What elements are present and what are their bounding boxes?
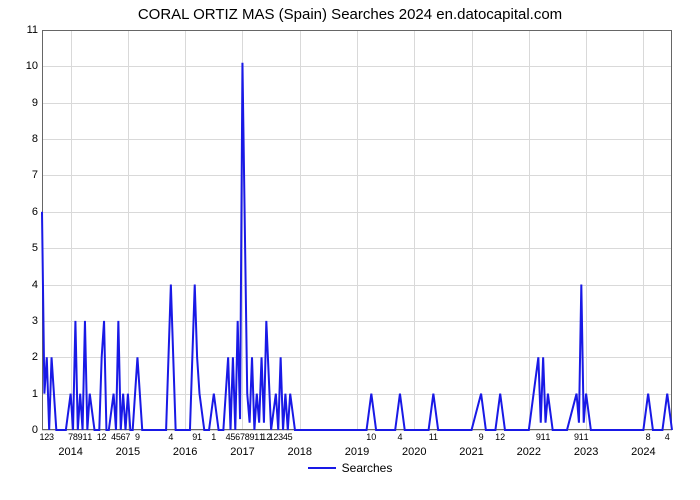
x-minor-label: 1 (211, 432, 216, 442)
x-year-label: 2023 (574, 446, 598, 458)
x-year-label: 2022 (517, 446, 541, 458)
y-tick-label: 10 (16, 60, 38, 72)
x-year-label: 2018 (287, 446, 311, 458)
x-minor-label: 9 (135, 432, 140, 442)
x-minor-label: 1 (87, 432, 92, 442)
x-minor-label: 1 (584, 432, 589, 442)
x-minor-label: 4 (397, 432, 402, 442)
y-tick-label: 2 (16, 351, 38, 363)
x-minor-label: 4 (168, 432, 173, 442)
x-minor-label: 2 (102, 432, 107, 442)
x-minor-label: 11 (429, 432, 438, 442)
x-year-label: 2017 (230, 446, 254, 458)
y-tick-label: 3 (16, 315, 38, 327)
x-minor-label: 10 (366, 432, 376, 442)
y-tick-label: 9 (16, 97, 38, 109)
y-tick-label: 11 (16, 24, 38, 36)
x-year-label: 2015 (116, 446, 140, 458)
x-minor-label: 12 (495, 432, 505, 442)
x-year-label: 2014 (58, 446, 82, 458)
chart-container: CORAL ORTIZ MAS (Spain) Searches 2024 en… (0, 0, 700, 500)
x-minor-label: 1 (545, 432, 550, 442)
legend-label: Searches (342, 461, 393, 475)
y-tick-label: 1 (16, 388, 38, 400)
x-year-label: 2016 (173, 446, 197, 458)
x-minor-label: 9 (479, 432, 484, 442)
y-tick-label: 6 (16, 206, 38, 218)
y-tick-label: 8 (16, 133, 38, 145)
chart-title: CORAL ORTIZ MAS (Spain) Searches 2024 en… (0, 6, 700, 23)
legend-swatch (308, 467, 336, 469)
legend: Searches (0, 460, 700, 475)
y-tick-label: 0 (16, 424, 38, 436)
y-tick-label: 5 (16, 242, 38, 254)
x-year-label: 2020 (402, 446, 426, 458)
x-minor-label: 1 (197, 432, 202, 442)
x-year-label: 2021 (459, 446, 483, 458)
y-tick-label: 7 (16, 169, 38, 181)
x-year-label: 2019 (345, 446, 369, 458)
x-year-label: 2024 (631, 446, 655, 458)
x-minor-label: 8 (646, 432, 651, 442)
plot-area (42, 30, 672, 430)
series-line-layer (42, 30, 672, 430)
x-minor-label: 3 (49, 432, 54, 442)
x-minor-label: 5 (288, 432, 293, 442)
x-minor-label: 7 (125, 432, 130, 442)
x-minor-label: 4 (665, 432, 670, 442)
y-tick-label: 4 (16, 279, 38, 291)
series-line (42, 63, 672, 430)
